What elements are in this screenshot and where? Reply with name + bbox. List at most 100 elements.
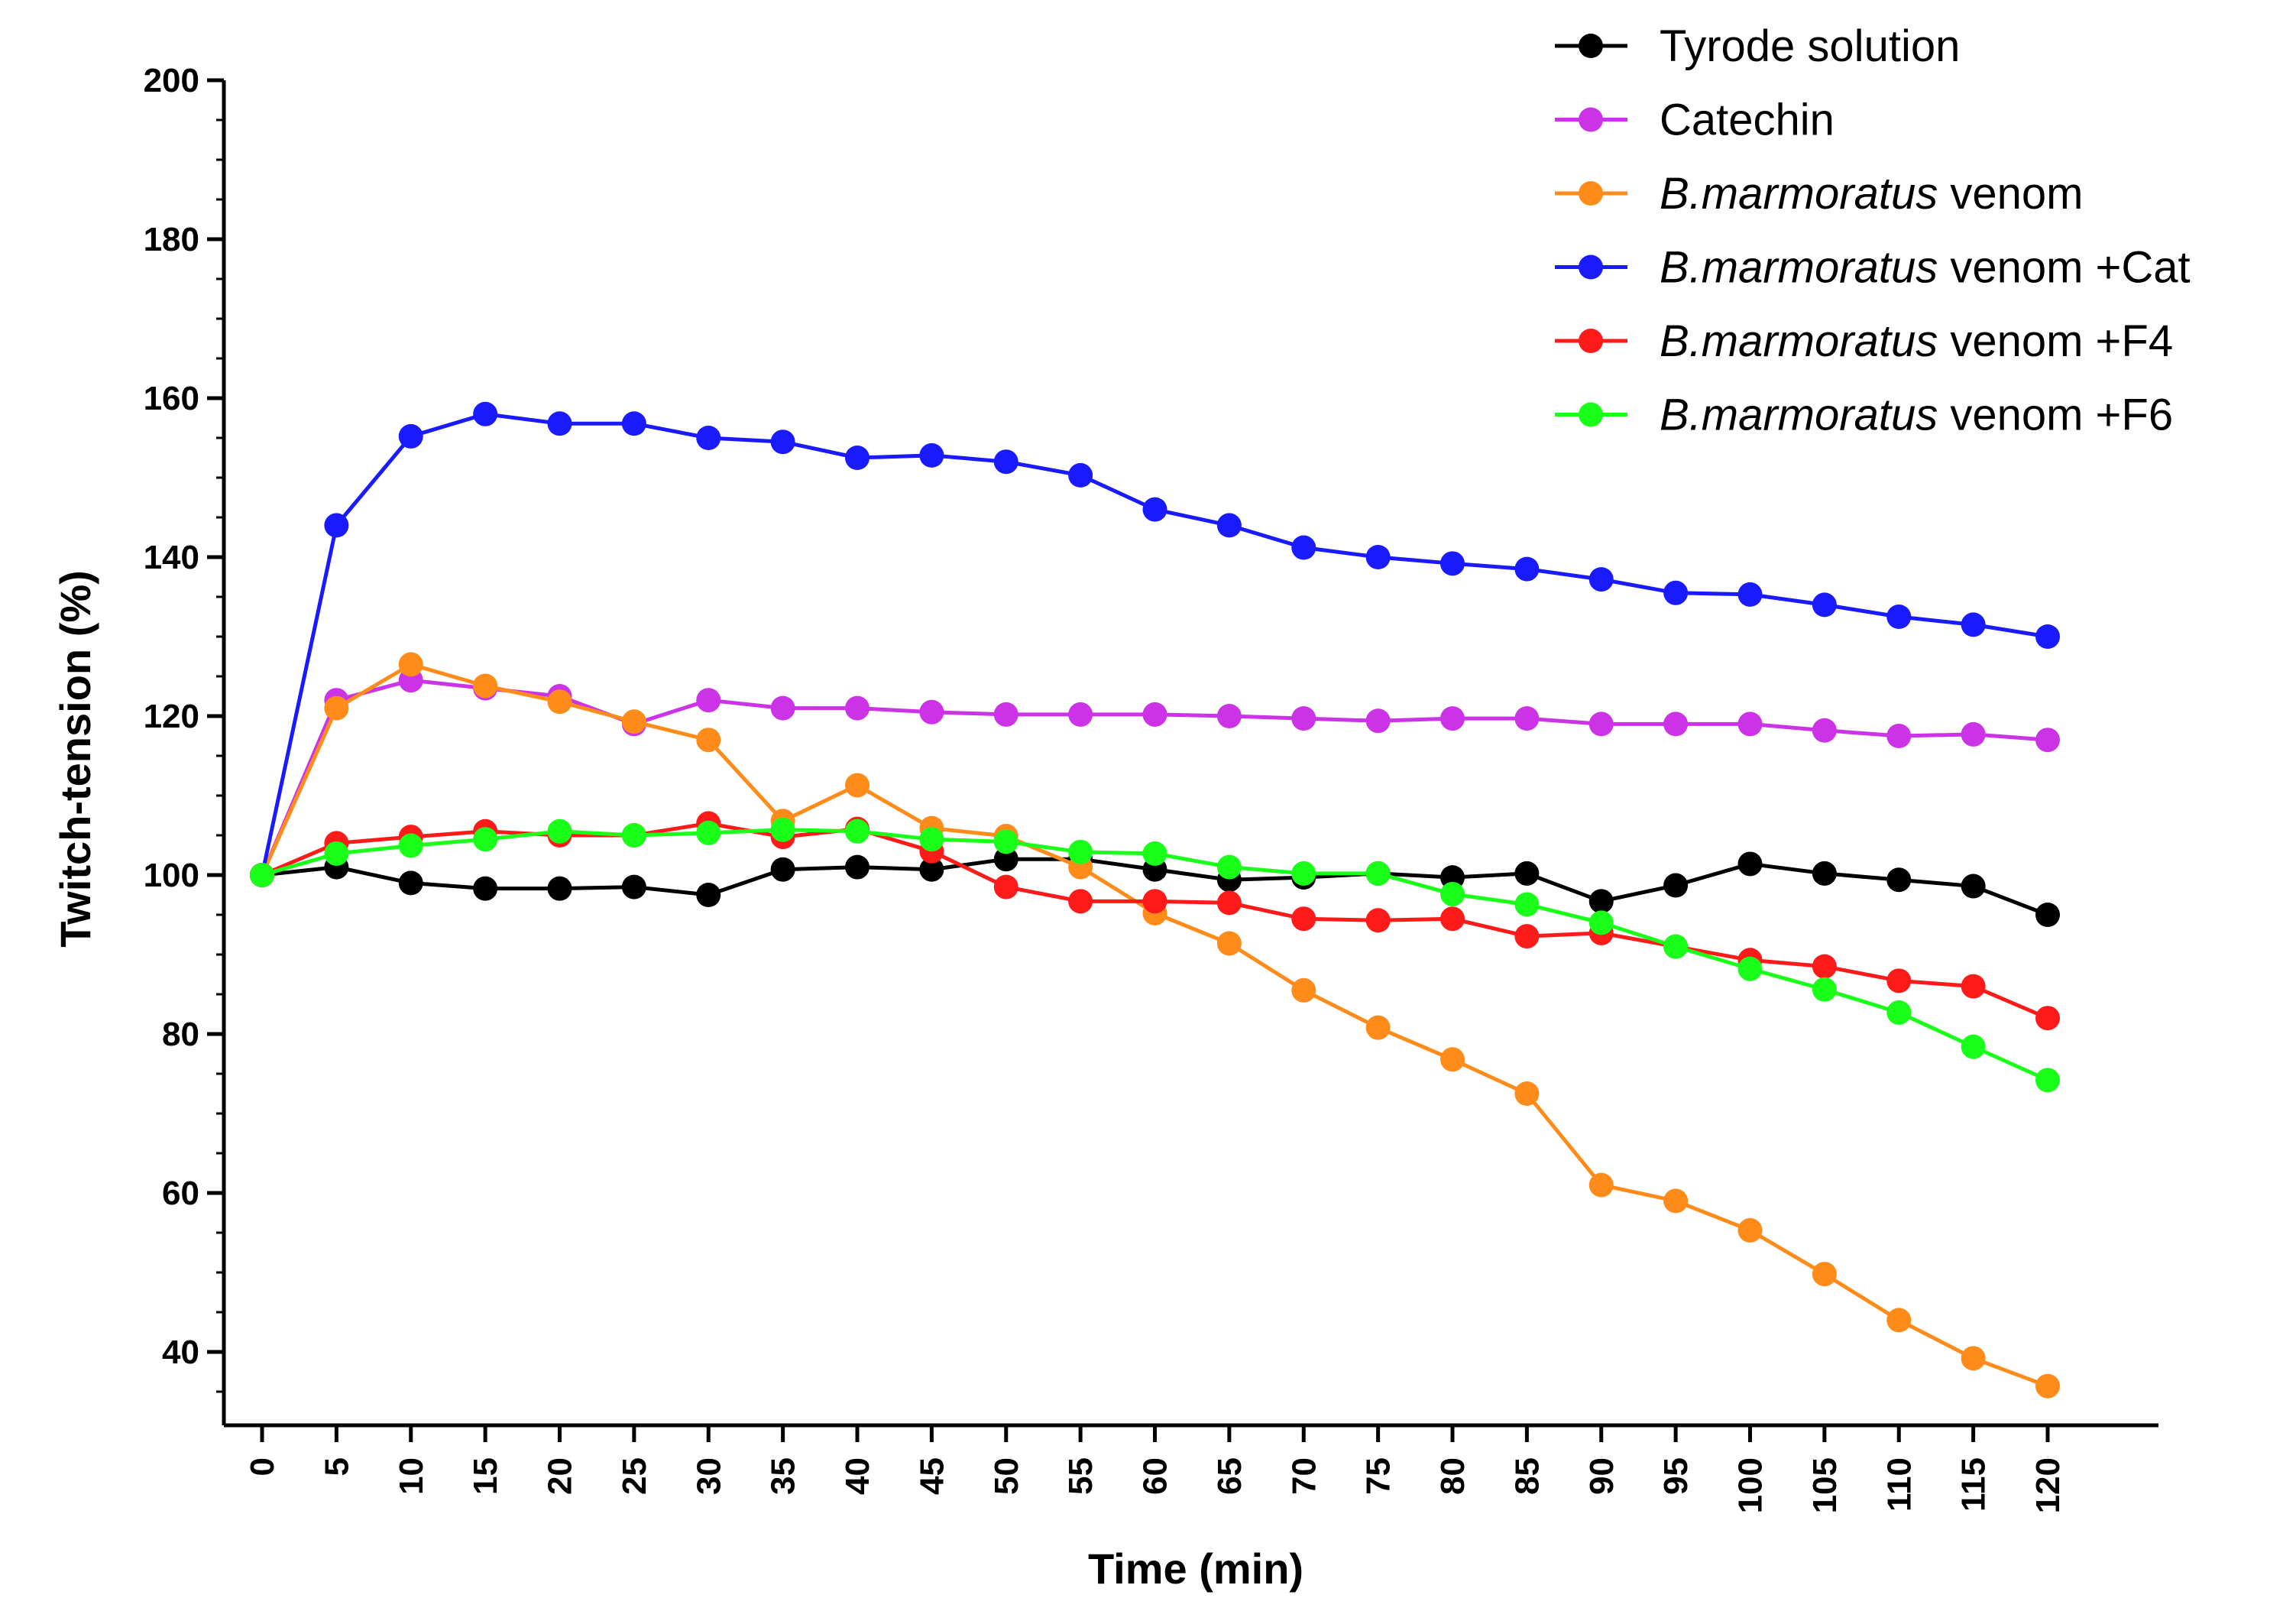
data-point [2035, 624, 2060, 649]
legend: Tyrode solution Catechin B.marmoratus veno… [1555, 21, 2191, 440]
data-point [1812, 861, 1837, 886]
data-point [1663, 873, 1689, 898]
data-point [1961, 612, 1986, 637]
data-point [1365, 1015, 1391, 1040]
data-point [770, 817, 795, 842]
series-6 [250, 817, 2060, 1093]
data-point [1663, 1188, 1689, 1214]
data-point [845, 695, 870, 721]
data-point [1068, 462, 1093, 488]
data-point [1961, 1346, 1986, 1371]
legend-entry: Tyrode solution [1555, 21, 1960, 71]
x-tick-label: 30 [690, 1457, 727, 1495]
data-point [1365, 861, 1391, 886]
data-point [473, 827, 498, 852]
data-point [1216, 931, 1242, 956]
data-point [1588, 910, 1614, 935]
data-point [1886, 724, 1912, 748]
data-point [696, 883, 721, 907]
legend-label: B.marmoratus venom +Cat [1660, 243, 2191, 293]
data-point [1961, 721, 1986, 747]
legend-label: Catechin [1660, 96, 1835, 145]
y-tick-label: 100 [144, 857, 199, 894]
data-point [547, 411, 572, 436]
data-point [1737, 1217, 1763, 1243]
y-tick-label: 80 [162, 1016, 199, 1053]
data-point [1440, 551, 1465, 576]
data-point [1886, 1000, 1912, 1025]
x-tick-label: 70 [1285, 1457, 1323, 1495]
data-point [1961, 874, 1986, 899]
data-point [547, 876, 572, 901]
legend-entry: Catechin [1555, 96, 1835, 145]
data-point [1216, 704, 1242, 728]
x-tick-label: 120 [2029, 1457, 2067, 1513]
data-point [1365, 708, 1391, 734]
x-tick-label: 15 [467, 1457, 504, 1495]
legend-label-rest: venom +F6 [1938, 391, 2173, 440]
data-point [919, 827, 944, 852]
y-tick-label: 120 [144, 698, 199, 735]
series-layer [250, 401, 2060, 1399]
data-point [1886, 1308, 1912, 1333]
legend-label-italic: B.marmoratus [1660, 391, 1938, 440]
x-tick-label: 40 [839, 1457, 876, 1495]
data-point [1588, 712, 1614, 737]
data-point [1812, 718, 1837, 743]
series-2 [250, 668, 2060, 887]
data-point [398, 652, 423, 677]
data-point [1663, 934, 1689, 959]
data-point [1663, 580, 1689, 605]
data-point [845, 446, 870, 470]
data-point [1216, 854, 1242, 880]
legend-label: B.marmoratus venom [1660, 169, 2083, 219]
data-point [1291, 906, 1316, 932]
data-point [993, 874, 1018, 900]
y-tick-label: 40 [162, 1334, 199, 1371]
data-point [2035, 1068, 2060, 1093]
x-tick-label: 5 [318, 1457, 355, 1476]
series-line [260, 412, 2048, 876]
data-point [696, 728, 721, 753]
data-point [1440, 1047, 1465, 1072]
data-point [621, 874, 646, 900]
x-tick-label: 115 [1955, 1457, 1993, 1512]
x-axis-title: Time (min) [1088, 1545, 1303, 1593]
data-point [845, 818, 870, 844]
data-point [1440, 706, 1465, 731]
data-point [696, 688, 721, 713]
x-tick-label: 55 [1062, 1457, 1099, 1495]
data-point [2035, 903, 2060, 927]
data-point [1216, 890, 1242, 916]
legend-marker [1579, 254, 1603, 280]
data-point [845, 773, 870, 798]
y-tick-label: 200 [144, 62, 199, 99]
x-tick-label: 100 [1732, 1457, 1770, 1513]
y-axis: 40 60 80 100 120 140 160 180 200 [144, 62, 226, 1425]
data-point [1365, 908, 1391, 933]
data-point [398, 833, 423, 858]
data-point [845, 854, 870, 880]
data-point [473, 673, 498, 699]
data-point [1068, 839, 1093, 864]
legend-label-rest: venom [1938, 169, 2083, 219]
data-point [1737, 712, 1763, 737]
legend-entry: B.marmoratus venom +Cat [1555, 243, 2191, 293]
data-point [1588, 889, 1614, 914]
data-point [1514, 1081, 1540, 1106]
data-point [324, 695, 349, 721]
data-point [1291, 535, 1316, 560]
series-4 [250, 401, 2060, 887]
data-point [1514, 706, 1540, 731]
data-point [1291, 861, 1316, 886]
legend-label-italic: B.marmoratus [1660, 169, 1938, 219]
x-tick-label: 80 [1434, 1457, 1472, 1495]
data-point [1886, 968, 1912, 994]
legend-entry: B.marmoratus venom [1555, 169, 2083, 219]
series-line [260, 662, 2048, 1389]
data-point [770, 695, 795, 721]
data-point [1588, 1172, 1614, 1198]
legend-entry: B.marmoratus venom +F6 [1555, 391, 2173, 440]
data-point [1961, 974, 1986, 999]
